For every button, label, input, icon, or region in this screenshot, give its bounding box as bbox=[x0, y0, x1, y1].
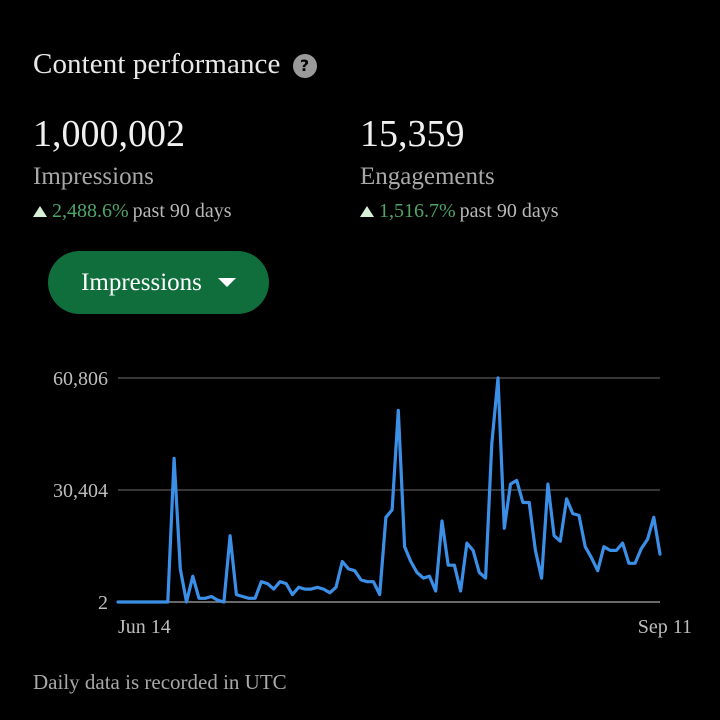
question-circle-icon[interactable]: ? bbox=[292, 53, 317, 78]
caret-down-icon bbox=[217, 278, 236, 287]
page-title: Content performance bbox=[33, 48, 281, 80]
impressions-series-line bbox=[116, 376, 662, 604]
engagements-change-percent: 1,516.7% bbox=[379, 200, 456, 222]
impressions-value: 1,000,002 bbox=[33, 113, 185, 155]
metric-select-button[interactable]: Impressions bbox=[48, 251, 269, 314]
impressions-change: 2,488.6% past 90 days bbox=[33, 200, 232, 222]
triangle-up-icon bbox=[360, 205, 374, 217]
impressions-change-percent: 2,488.6% bbox=[52, 200, 129, 222]
x-tick-label: Sep 11 bbox=[638, 616, 692, 638]
utc-footnote: Daily data is recorded in UTC bbox=[33, 670, 287, 694]
engagements-change: 1,516.7% past 90 days bbox=[360, 200, 559, 222]
engagements-label: Engagements bbox=[360, 163, 495, 190]
engagements-stat: 15,359 Engagements 1,516.7% past 90 days bbox=[360, 112, 559, 222]
header: Content performance ? bbox=[33, 48, 317, 81]
metric-select-label: Impressions bbox=[81, 268, 202, 296]
y-tick-label: 30,404 bbox=[53, 480, 108, 502]
impressions-label: Impressions bbox=[33, 163, 154, 190]
impressions-stat: 1,000,002 Impressions 2,488.6% past 90 d… bbox=[33, 112, 232, 222]
x-tick-label: Jun 14 bbox=[118, 616, 171, 638]
engagements-change-period: past 90 days bbox=[459, 200, 559, 222]
y-tick-label: 2 bbox=[98, 592, 108, 614]
engagements-value: 15,359 bbox=[360, 113, 465, 155]
y-tick-label: 60,806 bbox=[53, 368, 108, 390]
impressions-change-period: past 90 days bbox=[132, 200, 232, 222]
triangle-up-icon bbox=[33, 205, 47, 217]
